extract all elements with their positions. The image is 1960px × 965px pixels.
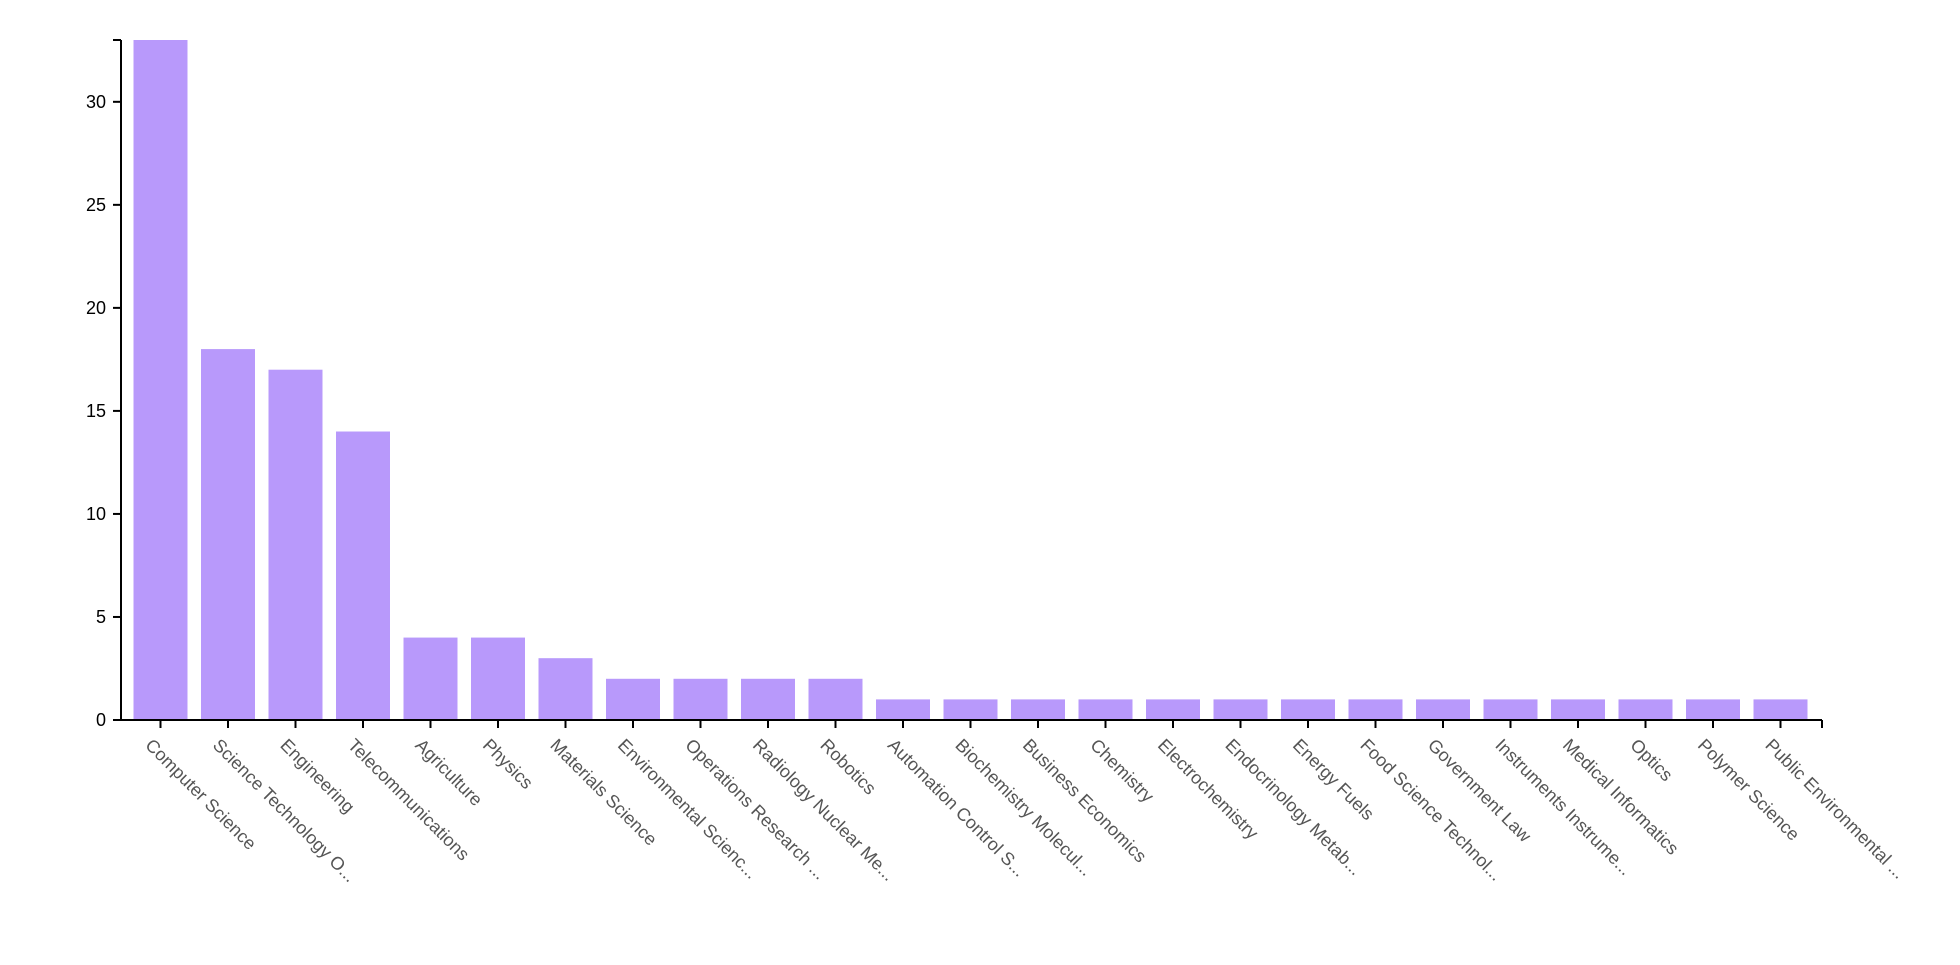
y-tick-label: 10 <box>86 504 106 524</box>
x-tick-label: Automation Control S... <box>884 735 1030 881</box>
bar-13 <box>943 699 998 720</box>
x-tick-label: Biochemistry Molecul... <box>951 735 1096 880</box>
x-tick-label: Optics <box>1626 735 1676 785</box>
bar-4 <box>336 431 390 720</box>
y-tick-label: 20 <box>86 298 106 318</box>
y-tick-label: 0 <box>96 710 106 730</box>
x-tick-label: Environmental Scienc... <box>614 735 762 883</box>
y-tick-label: 15 <box>86 401 106 421</box>
bar-6 <box>471 637 525 720</box>
bar-12 <box>876 699 930 720</box>
bar-15 <box>1078 699 1133 720</box>
bar-19 <box>1348 699 1403 720</box>
bar-14 <box>1011 699 1065 720</box>
x-tick-label: Instruments Instrume... <box>1491 735 1635 879</box>
bar-7 <box>538 658 593 720</box>
x-tick-label: Endocrinology Metab... <box>1221 735 1365 879</box>
bar-9 <box>673 678 728 720</box>
bars-layer <box>133 40 1808 720</box>
bar-21 <box>1483 699 1538 720</box>
bar-1 <box>133 40 188 720</box>
bar-25 <box>1753 699 1808 720</box>
bar-24 <box>1686 699 1740 720</box>
bar-22 <box>1551 699 1605 720</box>
x-tick-label: Public Environmental ... <box>1761 735 1909 883</box>
x-tick-label: Telecommunications <box>344 735 473 864</box>
bar-18 <box>1281 699 1335 720</box>
bar-10 <box>741 678 795 720</box>
x-tick-label: Robotics <box>816 735 880 799</box>
y-tick-label: 25 <box>86 195 106 215</box>
bar-11 <box>808 678 863 720</box>
bar-23 <box>1618 699 1673 720</box>
bar-2 <box>201 349 255 720</box>
x-tick-label: Computer Science <box>141 735 260 854</box>
x-tick-label: Business Economics <box>1019 735 1151 867</box>
y-tick-label: 30 <box>86 92 106 112</box>
bar-5 <box>403 637 458 720</box>
x-tick-label: Food Science Technol... <box>1356 735 1506 885</box>
x-tick-label: Chemistry <box>1086 735 1157 806</box>
bar-16 <box>1146 699 1200 720</box>
x-tick-label: Physics <box>479 735 537 793</box>
x-tick-label: Medical Informatics <box>1559 735 1683 859</box>
bar-3 <box>268 369 323 720</box>
bar-20 <box>1416 699 1470 720</box>
bar-17 <box>1213 699 1268 720</box>
bar-8 <box>606 678 660 720</box>
y-axis: 0 5 10 15 20 25 30 <box>86 39 122 730</box>
y-tick-label: 5 <box>96 607 106 627</box>
